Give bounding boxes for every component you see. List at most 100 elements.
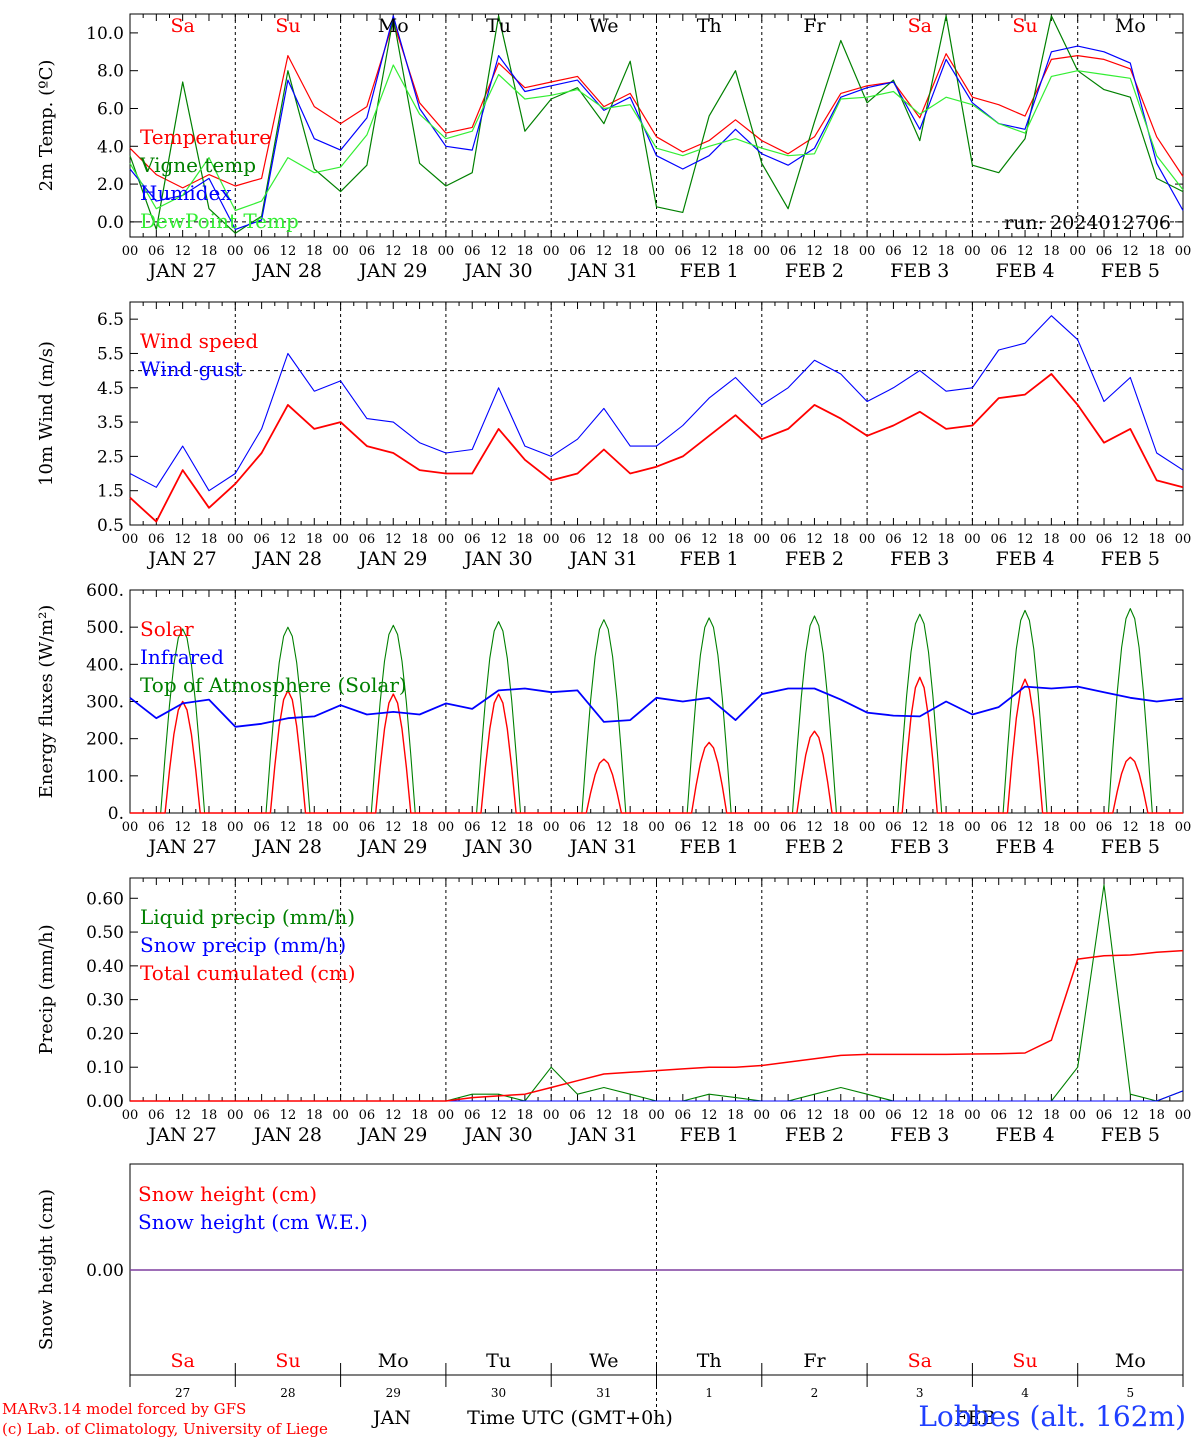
panel-3-date-label: FEB 3 [890, 836, 949, 858]
panel-2-hour-label: 00 [543, 532, 560, 547]
x-axis-title: Time UTC (GMT+0h) [467, 1407, 673, 1429]
panel-1-hour-label: 18 [201, 244, 218, 259]
panel-2-hour-label: 18 [622, 532, 639, 547]
panel-4-hour-label: 06 [885, 1108, 902, 1123]
panel-3-hour-label: 12 [1017, 820, 1034, 835]
weekday-label-bottom: Sa [908, 1350, 932, 1372]
panel-1-hour-label: 12 [596, 244, 613, 259]
panel-4-hour-label: 18 [727, 1108, 744, 1123]
panel-5-ylabel: Snow height (cm) [36, 1189, 57, 1350]
panel-1-legend-entry: Temperature [140, 125, 271, 149]
panel-2-hour-label: 18 [201, 532, 218, 547]
panel-4-hour-label: 06 [464, 1108, 481, 1123]
panel-4-hour-label: 06 [359, 1108, 376, 1123]
weekday-label-bottom: Su [1012, 1350, 1037, 1372]
panel-3-ytick-label: 200. [86, 730, 124, 750]
panel-4-ytick-label: 0.60 [86, 889, 124, 909]
precip-series-total-cumulated-cm- [130, 949, 1184, 1102]
weekday-label-top: Mo [1115, 15, 1146, 37]
panel-1-hour-label: 12 [806, 244, 823, 259]
panel-3-ytick-label: 500. [86, 618, 124, 638]
panel-3-hour-label: 18 [1148, 820, 1165, 835]
panel-1-hour-label: 06 [464, 244, 481, 259]
panel-1-hour-label: 06 [990, 244, 1007, 259]
panel-1-hour-label: 06 [253, 244, 270, 259]
panel-4-hour-label: 18 [411, 1108, 428, 1123]
panel-1-hour-label: 06 [1096, 244, 1113, 259]
panel-4-hour-label: 12 [1017, 1108, 1034, 1123]
bottom-day-number: 4 [1021, 1386, 1029, 1400]
weekday-label-top: Tu [486, 15, 511, 37]
panel-4-date-label: FEB 4 [995, 1124, 1054, 1146]
panel-4-hour-label: 18 [306, 1108, 323, 1123]
panel-3-hour-label: 12 [911, 820, 928, 835]
panel-3-date-label: JAN 29 [357, 836, 427, 858]
panel-3-hour-label: 00 [543, 820, 560, 835]
panel-1-hour-label: 00 [1175, 244, 1192, 259]
panel-3-hour-label: 06 [990, 820, 1007, 835]
panel-3-hour-label: 06 [148, 820, 165, 835]
panel-4-date-label: FEB 1 [680, 1124, 739, 1146]
panel-3-hour-label: 00 [332, 820, 349, 835]
panel-3-ytick-label: 300. [86, 693, 124, 713]
panel-4-hour-label: 18 [938, 1108, 955, 1123]
panel-1-hour-label: 12 [490, 244, 507, 259]
panel-3-hour-label: 12 [1122, 820, 1139, 835]
panel-2-hour-label: 06 [464, 532, 481, 547]
weekday-label-top: Su [1012, 15, 1037, 37]
panel-3-hour-label: 00 [964, 820, 981, 835]
panel-4-hour-label: 12 [911, 1108, 928, 1123]
panel-1-hour-label: 00 [648, 244, 665, 259]
panel-2-hour-label: 06 [885, 532, 902, 547]
month-label-jan: JAN [371, 1407, 411, 1429]
panel-2-hour-label: 18 [1043, 532, 1060, 547]
panel-3-hour-label: 06 [885, 820, 902, 835]
panel-1-date-label: FEB 2 [785, 260, 844, 282]
panel-2-hour-label: 12 [1017, 532, 1034, 547]
weekday-label-bottom: Mo [378, 1350, 409, 1372]
panel-1-hour-label: 12 [174, 244, 191, 259]
panel-3-hour-label: 06 [253, 820, 270, 835]
panel-4-ylabel: Precip (mm/h) [36, 924, 57, 1054]
panel-1-date-label: FEB 4 [995, 260, 1054, 282]
panel-4-hour-label: 18 [201, 1108, 218, 1123]
panel-1-hour-label: 06 [780, 244, 797, 259]
panel-1-hour-label: 06 [569, 244, 586, 259]
flux-series-infrared [129, 685, 1184, 728]
panel-2-date-label: FEB 1 [680, 548, 739, 570]
panel-1-hour-label: 12 [701, 244, 718, 259]
panel-2-hour-label: 00 [122, 532, 139, 547]
weekday-label-top: Mo [378, 15, 409, 37]
panel-4-date-label: JAN 30 [462, 1124, 532, 1146]
panel-4-hour-label: 06 [675, 1108, 692, 1123]
panel-3-hour-label: 12 [596, 820, 613, 835]
panel-3-hour-label: 18 [306, 820, 323, 835]
panel-3-hour-label: 18 [517, 820, 534, 835]
weekday-label-top: Fr [803, 15, 826, 37]
panel-4-ytick-label: 0.10 [86, 1058, 124, 1078]
panel-4-hour-label: 00 [648, 1108, 665, 1123]
panel-4-hour-label: 12 [806, 1108, 823, 1123]
panel-1-date-label: JAN 27 [147, 260, 217, 282]
panel-3-frame [129, 589, 1184, 814]
panel-1-hour-label: 18 [622, 244, 639, 259]
panel-4-ytick-label: 0.00 [86, 1092, 124, 1112]
panel-2-hour-label: 06 [1096, 532, 1113, 547]
panel-3-hour-label: 12 [280, 820, 297, 835]
panel-1-date-label: FEB 1 [680, 260, 739, 282]
panel-3-hour-label: 00 [227, 820, 244, 835]
weekday-label-top: Su [275, 15, 300, 37]
panel-4-date-label: FEB 5 [1101, 1124, 1160, 1146]
panel-3-hour-label: 00 [859, 820, 876, 835]
panel-1-date-label: JAN 29 [357, 260, 427, 282]
panel-4-hour-label: 00 [122, 1108, 139, 1123]
panel-1-ytick-label: 2.0 [97, 175, 124, 195]
panel-2-hour-label: 18 [727, 532, 744, 547]
panel-4-hour-label: 12 [490, 1108, 507, 1123]
panel-3-hour-label: 06 [569, 820, 586, 835]
panel-3-ylabel: Energy fluxes (W/m²) [36, 605, 57, 799]
panel-4-legend-entry: Liquid precip (mm/h) [140, 905, 355, 929]
panel-1-hour-label: 12 [1017, 244, 1034, 259]
panel-1-hour-label: 18 [833, 244, 850, 259]
